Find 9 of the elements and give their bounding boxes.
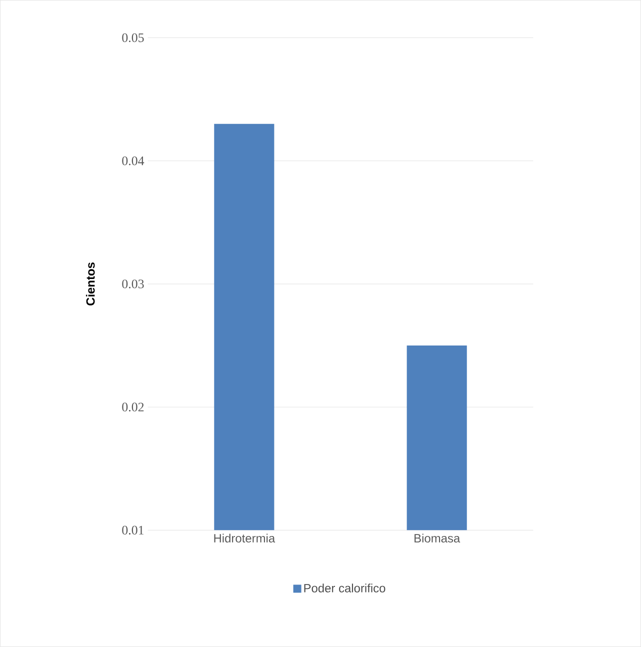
y-tick-label: 0.01 (122, 526, 144, 535)
y-tick-label: 0.05 (122, 33, 144, 42)
y-tick-label: 0.02 (122, 402, 144, 412)
y-axis-title: Cientos (86, 262, 95, 306)
legend-label: Poder calorifico (304, 584, 386, 592)
x-tick-label: Biomasa (414, 534, 460, 542)
y-tick-label: 0.04 (122, 156, 144, 166)
y-tick-label: 0.03 (122, 280, 144, 288)
x-tick-label: Hidrotermia (214, 534, 276, 542)
